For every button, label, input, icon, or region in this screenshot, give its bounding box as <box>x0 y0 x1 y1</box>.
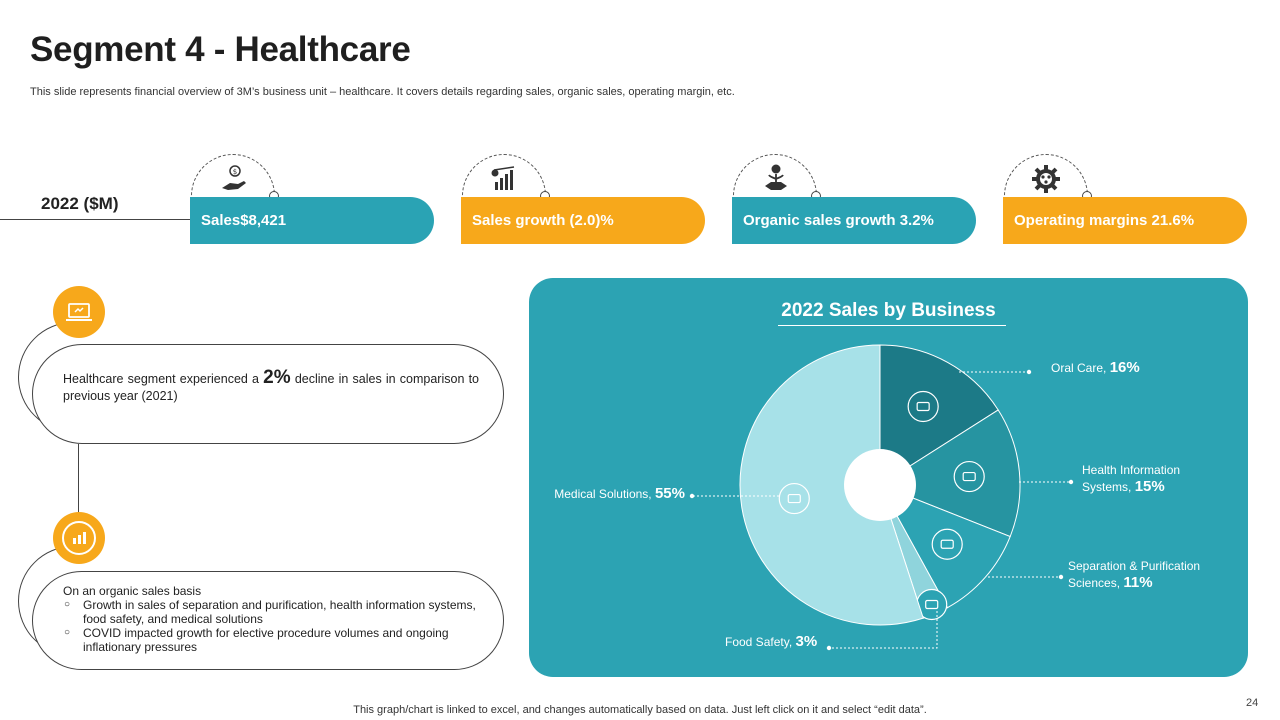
chart-panel: 2022 Sales by Business Oral Care, 16% Hea… <box>529 278 1248 677</box>
kpi-sales-label: Sales$8,421 <box>201 212 287 229</box>
computer-icon-glyph <box>962 471 976 482</box>
science-icon-glyph <box>940 539 954 549</box>
slice-label: Health Information Systems, 15% <box>1082 463 1180 495</box>
kpi-sales: Sales$8,421 <box>190 197 434 244</box>
note-sales-decline-post: decline in sales in comparison to previo… <box>63 372 480 403</box>
footer-note: This graph/chart is linked to excel, and… <box>353 704 927 716</box>
tooth-icon-glyph <box>916 401 930 412</box>
kpi-sales-growth-label: Sales growth (2.0)% <box>472 212 614 229</box>
hand-money-icon: $ <box>222 165 246 190</box>
food-icon-glyph <box>925 599 939 610</box>
hand-plant-icon <box>765 164 787 190</box>
kpi-operating-margin: Operating margins 21.6% <box>1003 197 1247 244</box>
connector-line <box>78 444 79 516</box>
slice-label: Food Safety, 3% <box>725 633 817 650</box>
callout-dot <box>689 493 695 499</box>
laptop-icon <box>53 286 105 338</box>
pie-center-hole <box>844 449 916 521</box>
slice-label: Oral Care, 16% <box>1051 359 1140 376</box>
slice-label: Medical Solutions, 55% <box>554 485 685 502</box>
callout-line <box>829 611 938 649</box>
callout-dot <box>1026 369 1032 375</box>
callout-dot <box>1058 574 1064 580</box>
list-item: Growth in sales of separation and purifi… <box>63 598 477 626</box>
growth-chart-icon <box>491 166 515 190</box>
year-divider <box>0 219 190 220</box>
chart-title-underline <box>778 325 1006 326</box>
organic-chart-icon <box>53 512 105 564</box>
pie-chart: Oral Care, 16% Health Information Systems,… <box>554 344 1200 651</box>
kpi-operating-margin-label: Operating margins 21.6% <box>1014 212 1195 229</box>
kpi-organic-growth: Organic sales growth 3.2% <box>732 197 976 244</box>
pie-slice <box>878 484 1011 609</box>
medical-icon-glyph <box>787 493 801 504</box>
note-organic-bullets: Growth in sales of separation and purifi… <box>63 598 477 654</box>
note-sales-decline-pre: Healthcare segment experienced a <box>63 372 264 386</box>
science-icon <box>931 528 963 560</box>
year-label: 2022 ($M) <box>41 194 119 213</box>
slice-label: Separation & Purification Sciences, 11% <box>1068 559 1200 591</box>
pie-slice <box>878 409 1021 538</box>
tooth-icon <box>907 390 939 423</box>
gear-icon <box>1032 165 1060 193</box>
list-item: COVID impacted growth for elective proce… <box>63 626 477 654</box>
page-number: 24 <box>1246 697 1259 709</box>
kpi-organic-growth-label: Organic sales growth 3.2% <box>743 212 934 229</box>
chart-title: 2022 Sales by Business <box>781 300 996 321</box>
kpi-sales-growth: Sales growth (2.0)% <box>461 197 705 244</box>
note-organic-sales: On an organic sales basis Growth in sale… <box>32 571 504 670</box>
note-sales-decline-value: 2% <box>263 367 291 388</box>
medical-icon <box>778 482 810 515</box>
callout-dot <box>826 645 832 651</box>
note-sales-decline: Healthcare segment experienced a 2% decl… <box>32 344 504 444</box>
callout-dot <box>1068 479 1074 485</box>
computer-icon <box>953 460 985 493</box>
page-title: Segment 4 - Healthcare <box>30 30 411 69</box>
page-subtitle: This slide represents financial overview… <box>30 86 735 98</box>
pie-slice <box>739 344 924 626</box>
pie-slice <box>879 344 999 486</box>
note-organic-heading: On an organic sales basis <box>63 584 202 598</box>
svg-text:$: $ <box>233 168 237 176</box>
